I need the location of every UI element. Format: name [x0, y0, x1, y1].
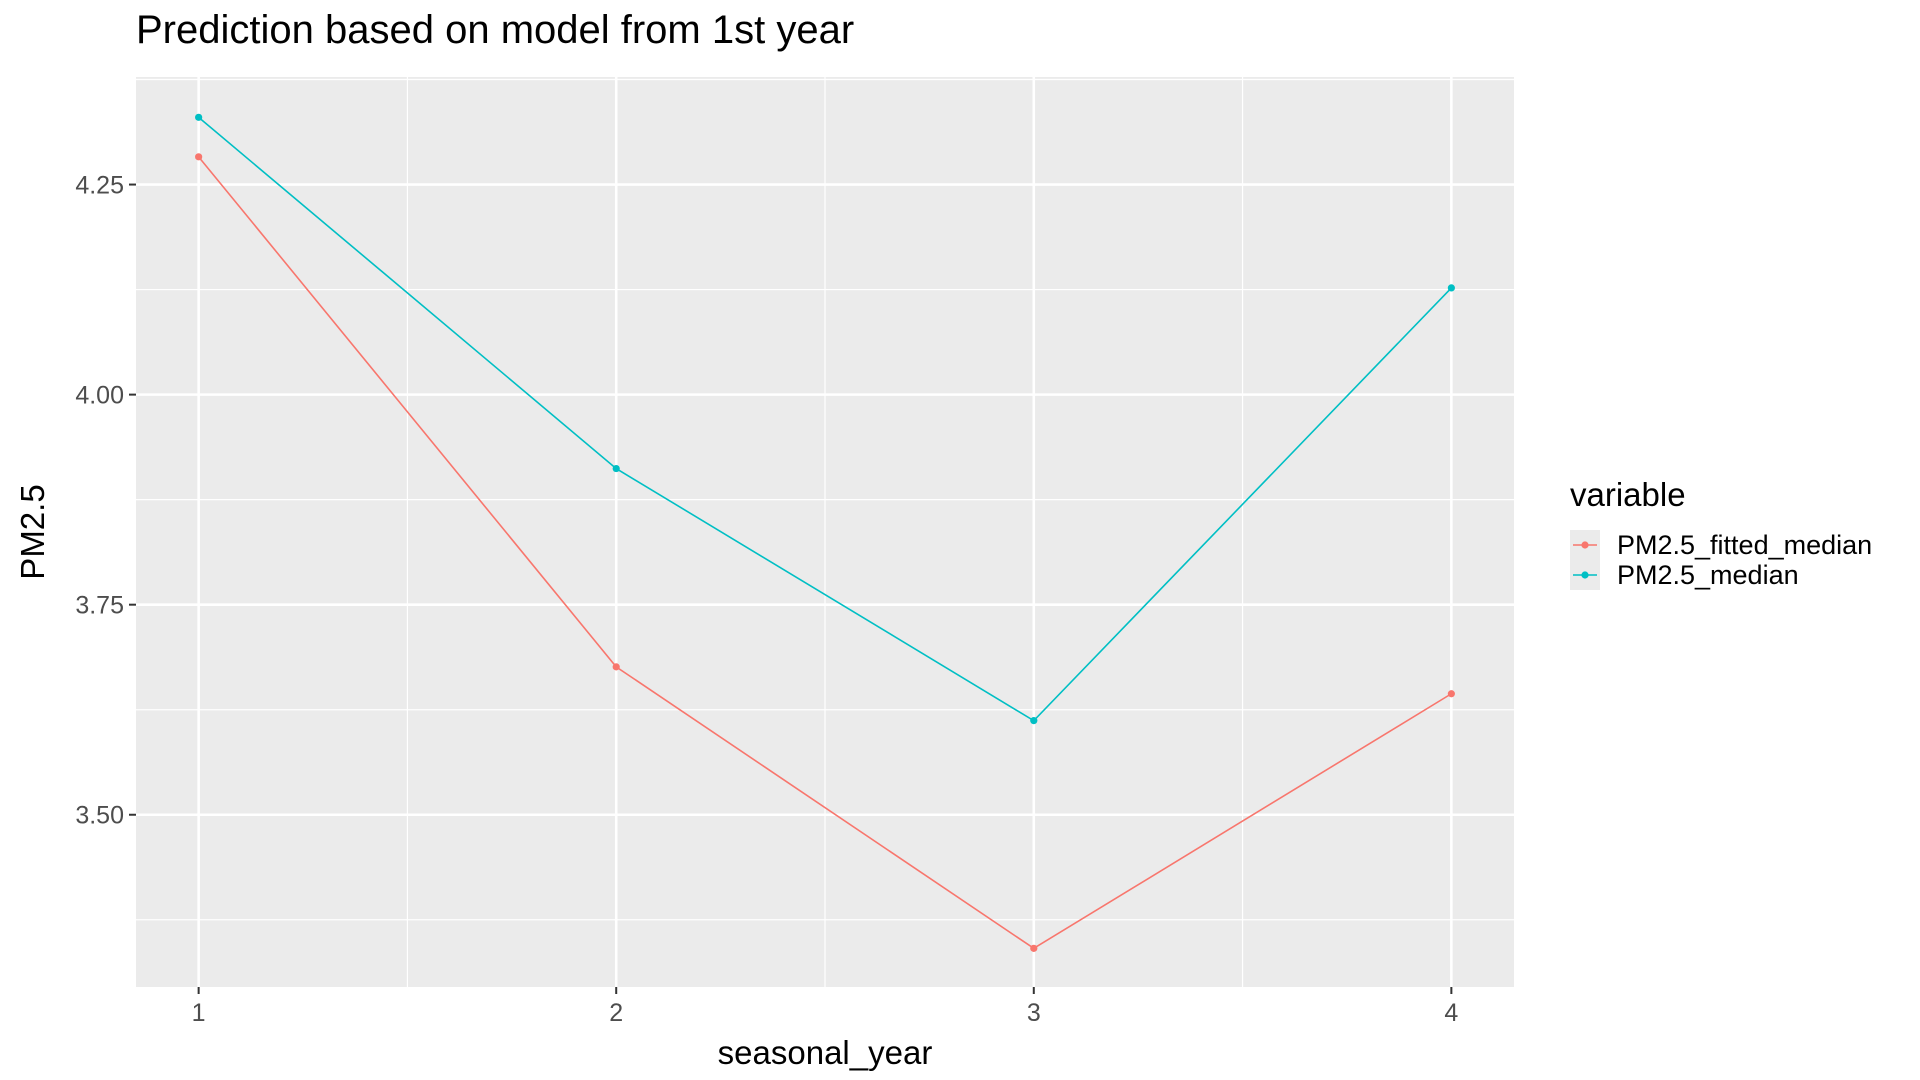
major-gridlines	[136, 77, 1514, 987]
data-point	[1447, 284, 1455, 292]
data-point	[1030, 944, 1038, 952]
legend-label: PM2.5_median	[1617, 560, 1799, 590]
legend-label: PM2.5_fitted_median	[1617, 530, 1872, 560]
minor-gridlines	[136, 77, 1514, 987]
legend-title: variable	[1570, 476, 1686, 513]
x-tick-label: 3	[1027, 999, 1041, 1027]
x-tick-label: 1	[192, 999, 206, 1027]
y-tick-label: 4.00	[75, 382, 124, 410]
data-point	[195, 153, 203, 161]
data-point	[195, 113, 203, 121]
legend-key-point	[1581, 571, 1589, 579]
series-line-0	[198, 156, 1452, 950]
chart-title: Prediction based on model from 1st year	[136, 8, 855, 52]
y-tick-label: 4.25	[75, 172, 124, 200]
x-axis-title: seasonal_year	[718, 1034, 933, 1071]
data-point	[1030, 717, 1038, 725]
series-line-1	[198, 116, 1452, 722]
axes: 3.50 3.75 4.00 4.25 1 2 3 4	[75, 172, 1458, 1027]
y-tick-label: 3.75	[75, 592, 124, 620]
data-point	[612, 464, 620, 473]
data-point	[1447, 690, 1455, 698]
y-axis-title: PM2.5	[14, 484, 51, 579]
series-layer	[195, 113, 1455, 952]
data-point	[612, 663, 620, 671]
legend-key-point	[1581, 541, 1589, 549]
x-tick-label: 2	[609, 999, 623, 1027]
y-tick-label: 3.50	[75, 802, 124, 830]
x-tick-label: 4	[1444, 999, 1458, 1027]
